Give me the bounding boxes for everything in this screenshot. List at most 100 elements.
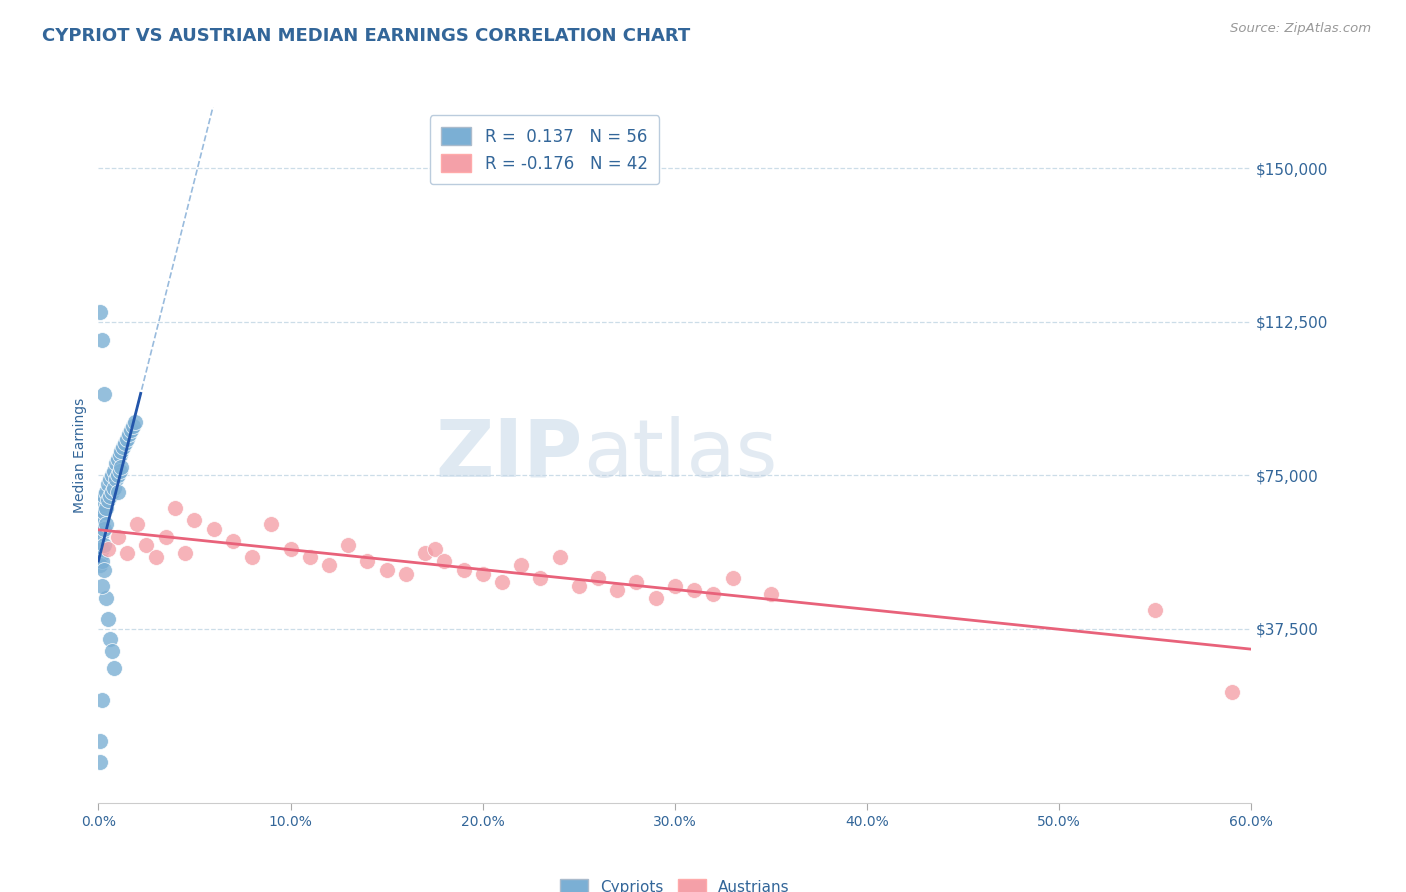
- Point: [93, 522, 115, 536]
- Point: [240, 550, 263, 565]
- Point: [423, 542, 446, 557]
- Point: [318, 558, 340, 573]
- Point: [89, 755, 111, 769]
- Point: [108, 448, 131, 462]
- Text: atlas: atlas: [582, 416, 778, 494]
- Point: [98, 489, 121, 503]
- Point: [1144, 603, 1167, 617]
- Point: [280, 542, 302, 557]
- Point: [260, 517, 283, 532]
- Point: [183, 513, 205, 527]
- Point: [145, 550, 167, 565]
- Point: [110, 460, 132, 475]
- Point: [117, 546, 139, 560]
- Point: [93, 489, 115, 503]
- Point: [664, 579, 686, 593]
- Point: [91, 542, 114, 557]
- Point: [101, 644, 124, 658]
- Point: [89, 304, 111, 318]
- Point: [356, 554, 378, 568]
- Point: [586, 571, 609, 585]
- Point: [222, 533, 245, 548]
- Point: [568, 579, 591, 593]
- Point: [89, 530, 111, 544]
- Point: [107, 468, 129, 483]
- Point: [510, 558, 533, 573]
- Point: [395, 566, 418, 581]
- Point: [721, 571, 744, 585]
- Point: [98, 632, 121, 646]
- Point: [103, 661, 125, 675]
- Point: [491, 574, 513, 589]
- Point: [89, 522, 111, 536]
- Point: [606, 582, 628, 597]
- Point: [91, 525, 114, 540]
- Point: [104, 473, 127, 487]
- Point: [103, 481, 125, 495]
- Point: [644, 591, 666, 606]
- Point: [337, 538, 360, 552]
- Point: [108, 464, 131, 478]
- Point: [101, 468, 124, 483]
- Point: [165, 501, 187, 516]
- Point: [89, 550, 111, 565]
- Point: [97, 542, 120, 557]
- Point: [112, 440, 135, 454]
- Point: [124, 415, 146, 429]
- Text: CYPRIOT VS AUSTRIAN MEDIAN EARNINGS CORRELATION CHART: CYPRIOT VS AUSTRIAN MEDIAN EARNINGS CORR…: [42, 27, 690, 45]
- Point: [529, 571, 551, 585]
- Point: [94, 591, 117, 606]
- Point: [91, 513, 114, 527]
- Text: ZIP: ZIP: [436, 416, 582, 494]
- Point: [89, 538, 111, 552]
- Point: [94, 517, 117, 532]
- Point: [759, 587, 782, 601]
- Point: [91, 693, 114, 707]
- Y-axis label: Median Earnings: Median Earnings: [73, 397, 87, 513]
- Point: [155, 530, 177, 544]
- Point: [202, 522, 225, 536]
- Point: [101, 484, 124, 499]
- Point: [89, 734, 111, 748]
- Point: [702, 587, 724, 601]
- Point: [104, 456, 127, 470]
- Point: [114, 435, 136, 450]
- Point: [91, 554, 114, 568]
- Point: [93, 538, 115, 552]
- Point: [118, 427, 141, 442]
- Point: [107, 452, 129, 467]
- Point: [89, 558, 111, 573]
- Point: [93, 505, 115, 519]
- Point: [89, 509, 111, 524]
- Point: [91, 334, 114, 348]
- Point: [97, 612, 120, 626]
- Point: [97, 476, 120, 491]
- Point: [94, 501, 117, 516]
- Point: [94, 484, 117, 499]
- Point: [110, 443, 132, 458]
- Point: [683, 582, 706, 597]
- Point: [135, 538, 157, 552]
- Point: [93, 386, 115, 401]
- Point: [125, 517, 148, 532]
- Point: [107, 484, 129, 499]
- Legend: Cypriots, Austrians: Cypriots, Austrians: [554, 873, 796, 892]
- Point: [117, 432, 139, 446]
- Point: [375, 562, 398, 576]
- Point: [107, 530, 129, 544]
- Point: [120, 423, 142, 437]
- Point: [174, 546, 197, 560]
- Text: Source: ZipAtlas.com: Source: ZipAtlas.com: [1230, 22, 1371, 36]
- Point: [548, 550, 571, 565]
- Point: [91, 579, 114, 593]
- Point: [103, 464, 125, 478]
- Point: [122, 419, 145, 434]
- Point: [471, 566, 494, 581]
- Point: [98, 473, 121, 487]
- Point: [453, 562, 475, 576]
- Point: [91, 497, 114, 511]
- Point: [298, 550, 321, 565]
- Point: [413, 546, 436, 560]
- Point: [93, 562, 115, 576]
- Point: [626, 574, 648, 589]
